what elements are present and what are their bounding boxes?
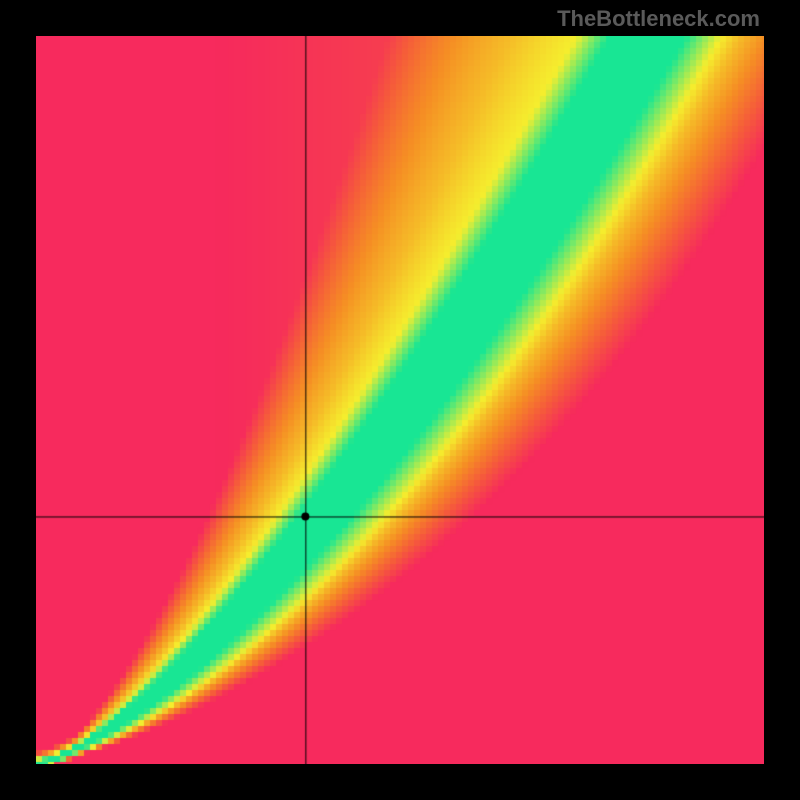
heatmap-canvas: [36, 36, 764, 764]
watermark-text: TheBottleneck.com: [557, 6, 760, 32]
bottleneck-heatmap: [36, 36, 764, 764]
